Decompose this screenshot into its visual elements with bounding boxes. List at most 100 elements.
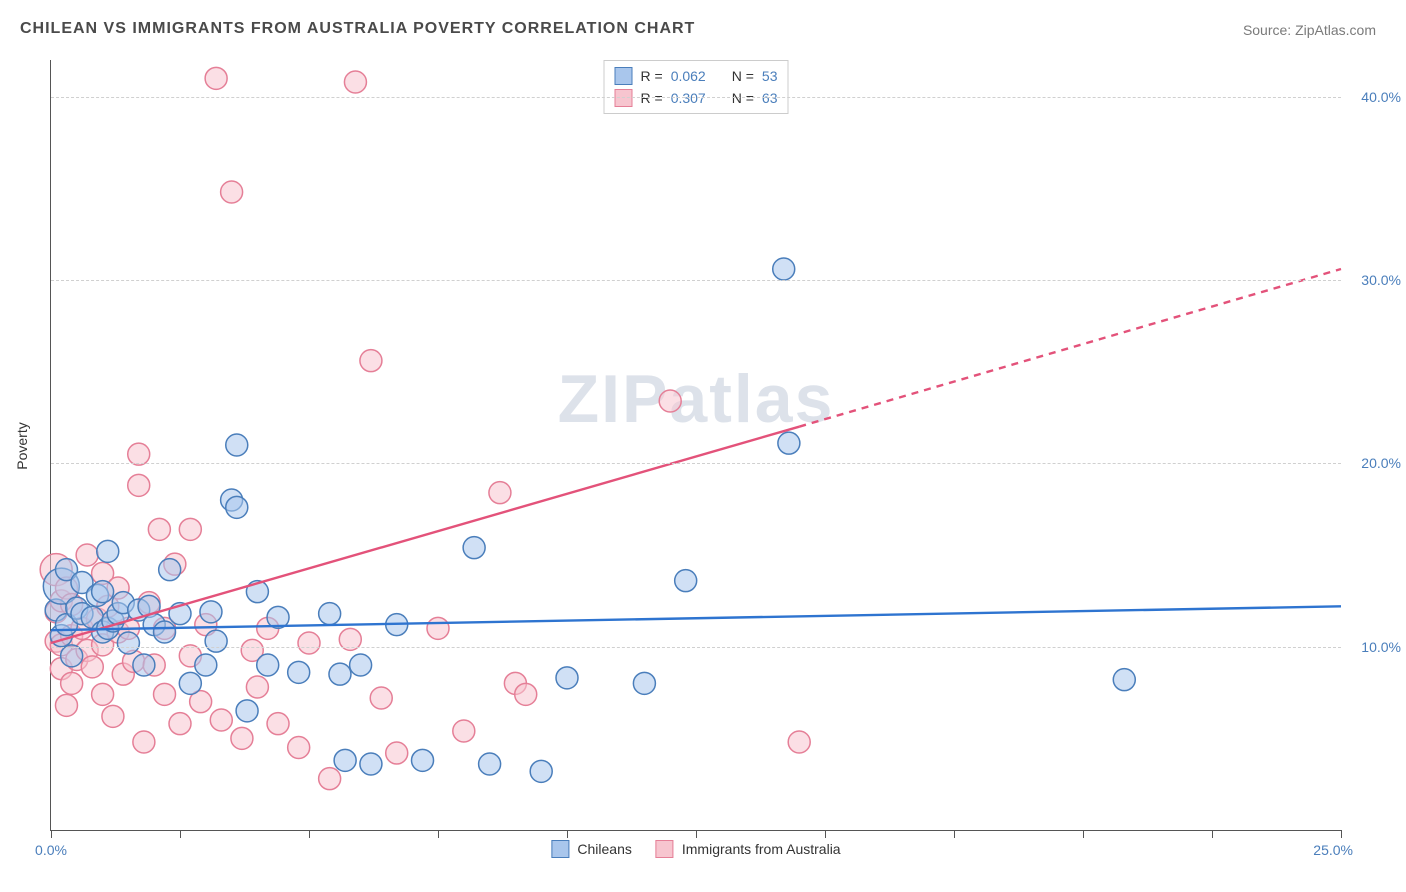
data-point bbox=[453, 720, 475, 742]
swatch-pink bbox=[615, 89, 633, 107]
data-point bbox=[205, 67, 227, 89]
data-point bbox=[298, 632, 320, 654]
data-point bbox=[288, 661, 310, 683]
correlation-legend: R = 0.062 N = 53 R = 0.307 N = 63 bbox=[604, 60, 789, 114]
y-tick-label: 20.0% bbox=[1346, 455, 1401, 471]
data-point bbox=[61, 672, 83, 694]
data-point bbox=[319, 768, 341, 790]
gridline bbox=[51, 97, 1341, 98]
legend-row-pink: R = 0.307 N = 63 bbox=[615, 87, 778, 109]
n-label: N = bbox=[732, 68, 754, 84]
data-point bbox=[76, 544, 98, 566]
data-point bbox=[154, 683, 176, 705]
data-point bbox=[659, 390, 681, 412]
data-point bbox=[360, 753, 382, 775]
data-point bbox=[267, 713, 289, 735]
x-tick bbox=[696, 830, 697, 838]
legend-item-pink: Immigrants from Australia bbox=[656, 840, 841, 858]
data-point bbox=[329, 663, 351, 685]
data-point bbox=[205, 630, 227, 652]
x-tick bbox=[1083, 830, 1084, 838]
data-point bbox=[128, 443, 150, 465]
data-point bbox=[386, 742, 408, 764]
data-point bbox=[226, 434, 248, 456]
data-point bbox=[370, 687, 392, 709]
data-point bbox=[530, 760, 552, 782]
data-point bbox=[778, 432, 800, 454]
data-point bbox=[319, 603, 341, 625]
y-tick-label: 30.0% bbox=[1346, 272, 1401, 288]
swatch-blue bbox=[615, 67, 633, 85]
n-label: N = bbox=[732, 90, 754, 106]
data-point bbox=[128, 474, 150, 496]
data-point bbox=[288, 737, 310, 759]
data-point bbox=[788, 731, 810, 753]
x-tick bbox=[51, 830, 52, 838]
data-point bbox=[246, 676, 268, 698]
data-point bbox=[257, 654, 279, 676]
plot-area: ZIPatlas R = 0.062 N = 53 R = 0.307 N = … bbox=[50, 60, 1341, 831]
gridline bbox=[51, 463, 1341, 464]
x-tick-last: 25.0% bbox=[1313, 842, 1353, 858]
x-tick bbox=[954, 830, 955, 838]
x-tick bbox=[825, 830, 826, 838]
n-value: 53 bbox=[762, 68, 778, 84]
data-point bbox=[412, 749, 434, 771]
legend-label: Immigrants from Australia bbox=[682, 841, 841, 857]
legend-row-blue: R = 0.062 N = 53 bbox=[615, 65, 778, 87]
data-point bbox=[773, 258, 795, 280]
swatch-pink bbox=[656, 840, 674, 858]
data-point bbox=[515, 683, 537, 705]
data-point bbox=[92, 683, 114, 705]
data-point bbox=[92, 581, 114, 603]
data-point bbox=[350, 654, 372, 676]
trend-line bbox=[51, 606, 1341, 630]
data-point bbox=[133, 731, 155, 753]
series-legend: Chileans Immigrants from Australia bbox=[551, 840, 840, 858]
data-point bbox=[97, 540, 119, 562]
data-point bbox=[360, 350, 382, 372]
scatter-svg bbox=[51, 60, 1341, 830]
data-point bbox=[81, 656, 103, 678]
data-point bbox=[179, 672, 201, 694]
data-point bbox=[117, 632, 139, 654]
data-point bbox=[226, 496, 248, 518]
data-point bbox=[221, 181, 243, 203]
data-point bbox=[1113, 669, 1135, 691]
data-point bbox=[633, 672, 655, 694]
swatch-blue bbox=[551, 840, 569, 858]
x-tick bbox=[1212, 830, 1213, 838]
legend-label: Chileans bbox=[577, 841, 631, 857]
r-label: R = bbox=[641, 68, 663, 84]
data-point bbox=[427, 617, 449, 639]
x-tick bbox=[180, 830, 181, 838]
data-point bbox=[61, 645, 83, 667]
data-point bbox=[463, 537, 485, 559]
source-credit: Source: ZipAtlas.com bbox=[1243, 22, 1376, 38]
gridline bbox=[51, 647, 1341, 648]
data-point bbox=[133, 654, 155, 676]
data-point bbox=[675, 570, 697, 592]
r-label: R = bbox=[641, 90, 663, 106]
y-axis-label: Poverty bbox=[14, 422, 30, 469]
data-point bbox=[159, 559, 181, 581]
data-point bbox=[102, 705, 124, 727]
data-point bbox=[169, 713, 191, 735]
x-tick-first: 0.0% bbox=[35, 842, 67, 858]
data-point bbox=[195, 654, 217, 676]
y-tick-label: 40.0% bbox=[1346, 89, 1401, 105]
r-value: 0.062 bbox=[671, 68, 706, 84]
gridline bbox=[51, 280, 1341, 281]
legend-item-blue: Chileans bbox=[551, 840, 631, 858]
chart-title: CHILEAN VS IMMIGRANTS FROM AUSTRALIA POV… bbox=[20, 20, 695, 38]
data-point bbox=[479, 753, 501, 775]
data-point bbox=[489, 482, 511, 504]
data-point bbox=[154, 621, 176, 643]
x-tick bbox=[438, 830, 439, 838]
data-point bbox=[200, 601, 222, 623]
x-tick bbox=[567, 830, 568, 838]
data-point bbox=[148, 518, 170, 540]
data-point bbox=[236, 700, 258, 722]
y-tick-label: 10.0% bbox=[1346, 639, 1401, 655]
data-point bbox=[179, 518, 201, 540]
